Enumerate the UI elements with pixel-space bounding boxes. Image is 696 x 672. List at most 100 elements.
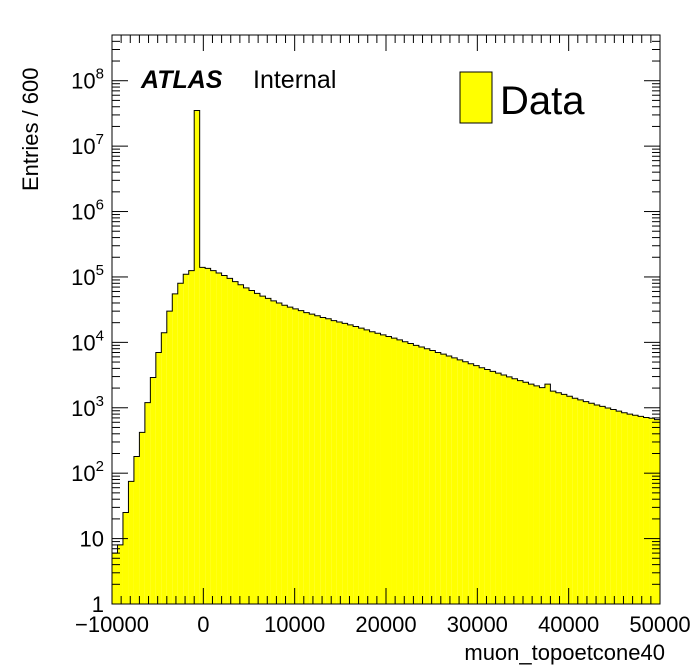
histogram-bar bbox=[166, 311, 173, 604]
histogram-bar bbox=[122, 512, 129, 604]
histogram-bar bbox=[314, 315, 321, 604]
histogram-bar bbox=[205, 268, 211, 604]
histogram-bar bbox=[331, 320, 337, 604]
histogram-bar bbox=[221, 275, 228, 604]
histogram-bar bbox=[479, 367, 485, 604]
x-tick-label: 40000 bbox=[538, 612, 599, 637]
histogram-bar bbox=[588, 403, 595, 604]
histogram-bar bbox=[128, 481, 134, 604]
histogram-outline bbox=[111, 110, 660, 604]
x-tick-label: 20000 bbox=[355, 612, 416, 637]
histogram-bar bbox=[183, 274, 189, 604]
histogram-bar bbox=[643, 417, 650, 604]
y-tick-label: 108 bbox=[71, 66, 104, 94]
y-tick-label: 1 bbox=[92, 592, 104, 617]
histogram-bar bbox=[342, 323, 348, 604]
histogram-bar bbox=[227, 278, 233, 604]
histogram-bar bbox=[155, 352, 162, 604]
histogram-bar bbox=[243, 287, 249, 604]
histogram-bar bbox=[232, 281, 239, 604]
y-tick-label: 10 bbox=[80, 527, 104, 552]
histogram-bar bbox=[435, 352, 441, 604]
histogram-bar bbox=[561, 394, 567, 604]
histogram-bar bbox=[133, 456, 140, 604]
histogram-bar bbox=[391, 338, 397, 604]
x-tick-label: 0 bbox=[197, 612, 209, 637]
histogram-bar bbox=[265, 298, 271, 604]
histogram-bar bbox=[353, 326, 359, 604]
y-tick-label: 105 bbox=[71, 262, 104, 290]
y-tick-label: 102 bbox=[71, 458, 104, 486]
histogram-bar bbox=[259, 296, 266, 604]
histogram-bar bbox=[528, 384, 534, 604]
histogram-bar bbox=[238, 284, 244, 604]
histogram-bar bbox=[254, 293, 260, 604]
histogram-bar bbox=[386, 336, 392, 604]
histogram-bar bbox=[112, 553, 118, 604]
histogram-bar bbox=[407, 343, 414, 604]
legend-label: Data bbox=[500, 79, 585, 123]
histogram-bar bbox=[309, 314, 315, 604]
plot-frame bbox=[111, 34, 661, 605]
histogram-bar bbox=[249, 290, 255, 604]
histogram-bar bbox=[188, 270, 195, 604]
histogram-bar bbox=[490, 371, 496, 604]
histogram-bar bbox=[396, 339, 403, 604]
histogram-bar bbox=[616, 411, 622, 604]
y-tick-label: 106 bbox=[71, 197, 104, 225]
histogram-bar bbox=[501, 374, 507, 604]
histogram-bar bbox=[599, 406, 606, 604]
x-tick-label: 30000 bbox=[447, 612, 508, 637]
histogram-bar bbox=[539, 387, 545, 604]
histogram-bar bbox=[270, 300, 277, 604]
x-axis-ticks: −10000 0 10000 20000 30000 40000 50000 bbox=[75, 35, 691, 637]
histogram-bar bbox=[172, 293, 178, 604]
histogram-bar bbox=[457, 359, 463, 604]
histogram-bar bbox=[199, 267, 206, 604]
histogram-bar bbox=[325, 318, 332, 604]
histogram-bar bbox=[117, 544, 123, 604]
histogram-bar bbox=[627, 414, 633, 604]
histogram-bar bbox=[210, 270, 217, 604]
histogram-bar bbox=[177, 283, 184, 604]
histogram-bar bbox=[292, 308, 299, 604]
histogram-bar bbox=[440, 354, 447, 604]
histogram-bar bbox=[517, 380, 523, 604]
histogram-bar bbox=[523, 382, 529, 604]
histogram-bar bbox=[281, 305, 288, 604]
histogram-bar bbox=[605, 408, 611, 604]
histogram-bar bbox=[572, 398, 578, 604]
histogram-bar bbox=[462, 361, 469, 604]
histogram-bar bbox=[610, 409, 617, 604]
histogram-bar bbox=[566, 396, 573, 604]
histogram-bar bbox=[451, 357, 458, 604]
histogram-bar bbox=[358, 328, 365, 604]
histogram-bar bbox=[413, 345, 419, 604]
histogram-bar bbox=[336, 321, 343, 604]
histogram-bar bbox=[495, 373, 502, 604]
histogram-bar bbox=[544, 384, 551, 604]
histogram-bar bbox=[424, 348, 430, 604]
y-tick-label: 103 bbox=[71, 393, 104, 421]
histogram-bar bbox=[638, 416, 644, 604]
histogram-bar bbox=[276, 302, 282, 604]
histogram-bar bbox=[512, 378, 518, 604]
histogram-bar bbox=[418, 346, 425, 604]
histogram-bar bbox=[555, 392, 562, 604]
histogram-bar bbox=[144, 402, 151, 604]
histogram-bar bbox=[364, 329, 370, 604]
histogram-bar bbox=[649, 418, 655, 604]
histogram-bar bbox=[298, 310, 304, 604]
y-axis-ticks: 1 10 102 103 104 105 106 107 108 bbox=[71, 34, 660, 617]
histogram-bar bbox=[216, 272, 222, 604]
histogram-bar bbox=[375, 333, 381, 604]
histogram-bar bbox=[402, 341, 408, 604]
atlas-label: ATLAS bbox=[140, 66, 223, 94]
histogram-bar bbox=[139, 432, 145, 604]
y-tick-label: 107 bbox=[71, 131, 104, 159]
internal-label: Internal bbox=[253, 66, 336, 94]
histogram-bar bbox=[446, 355, 452, 604]
x-tick-label: 10000 bbox=[264, 612, 325, 637]
histogram-bar bbox=[583, 401, 589, 604]
